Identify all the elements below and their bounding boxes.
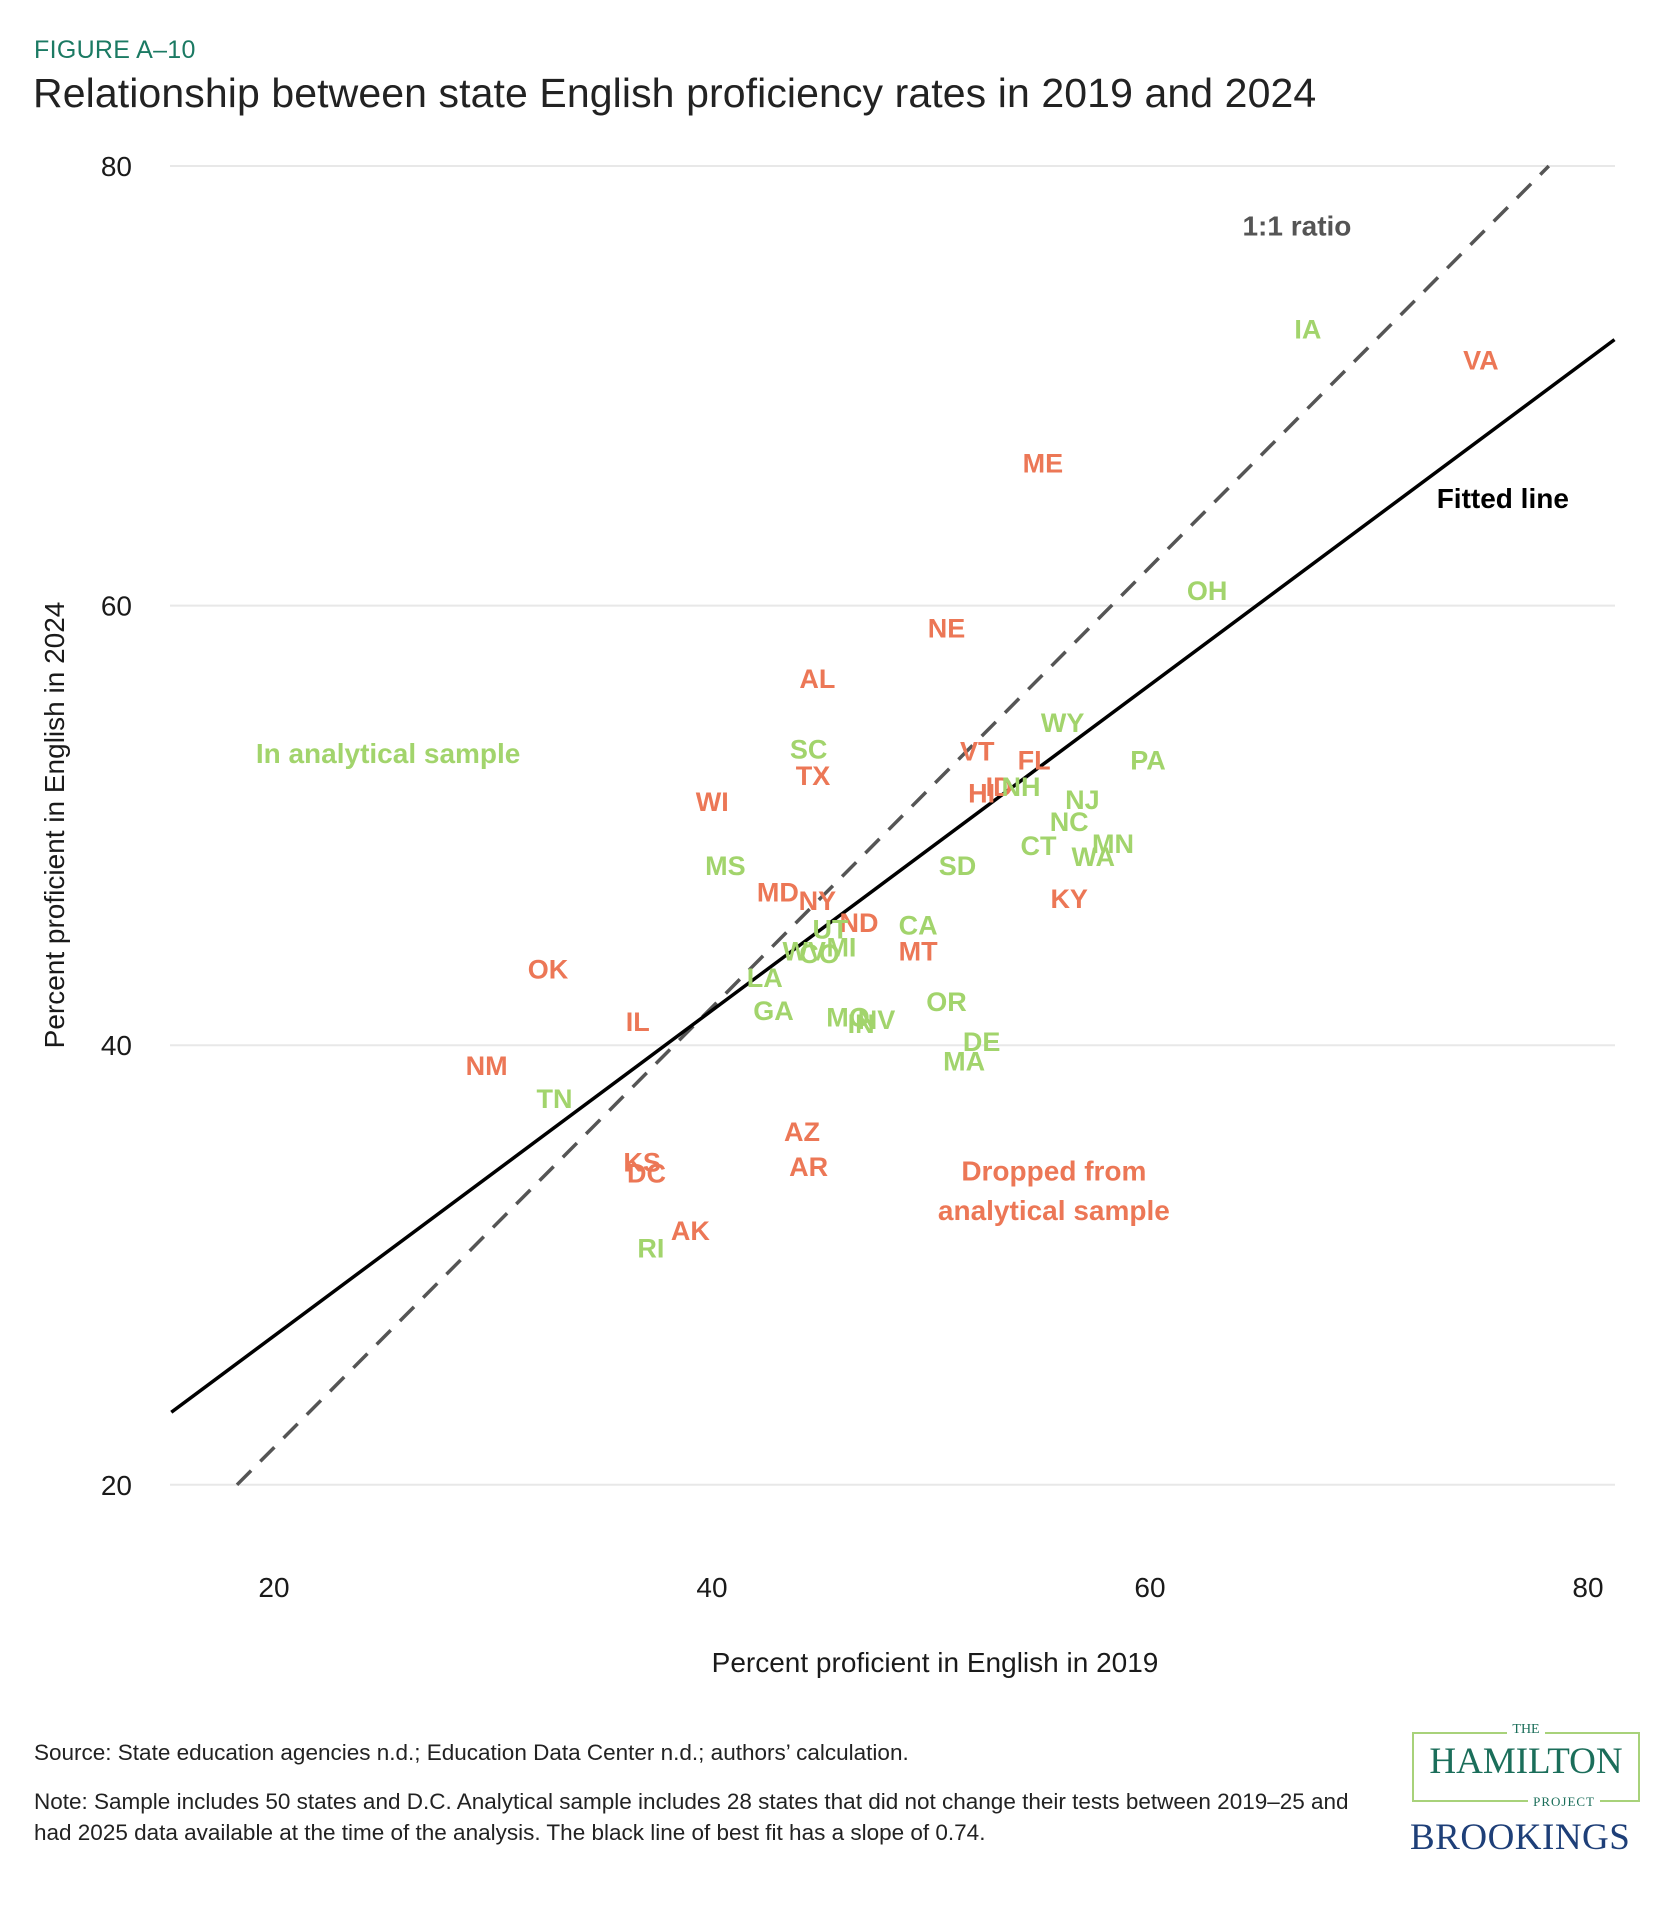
x-axis-ticks: 20 40 60 80: [258, 1572, 1603, 1603]
state-label-ks: KS: [623, 1148, 661, 1178]
annotation-fitted: Fitted line: [1437, 483, 1569, 514]
state-label-md: MD: [757, 877, 799, 907]
fitted-line: [170, 338, 1616, 1414]
y-tick-label: 40: [101, 1030, 132, 1061]
ratio-line: [235, 164, 1551, 1487]
state-label-de: DE: [963, 1027, 1001, 1057]
brookings-logo: BROOKINGS: [1410, 1817, 1631, 1858]
state-label-ny: NY: [799, 886, 837, 916]
state-label-ar: AR: [789, 1152, 828, 1182]
hamilton-project-logo: THE HAMILTON PROJECT: [1412, 1722, 1640, 1809]
state-label-az: AZ: [784, 1117, 820, 1147]
state-label-co: CO: [799, 939, 840, 969]
state-label-ky: KY: [1050, 884, 1088, 914]
state-label-la: LA: [747, 963, 783, 993]
state-label-ma: MA: [943, 1047, 985, 1077]
state-label-oh: OH: [1187, 576, 1228, 606]
state-label-tx: TX: [796, 761, 831, 791]
x-tick-label: 60: [1134, 1572, 1165, 1603]
annotation-ratio: 1:1 ratio: [1242, 210, 1351, 241]
state-label-nh: NH: [1002, 772, 1041, 802]
state-label-sd: SD: [939, 851, 977, 881]
state-label-wv: WV: [782, 937, 826, 967]
state-label-in: IN: [848, 1009, 875, 1039]
x-axis-title: Percent proficient in English in 2019: [712, 1647, 1159, 1678]
state-label-ok: OK: [528, 954, 569, 984]
state-label-or: OR: [926, 987, 967, 1017]
y-tick-label: 80: [101, 151, 132, 182]
reference-lines: [170, 164, 1616, 1487]
annotation-dropped: analytical sample: [938, 1195, 1170, 1226]
logo-hamilton: HAMILTON: [1429, 1741, 1623, 1782]
state-label-mo: MO: [826, 1003, 870, 1033]
state-label-va: VA: [1463, 345, 1499, 375]
state-label-pa: PA: [1130, 745, 1166, 775]
x-tick-label: 40: [696, 1572, 727, 1603]
state-label-ut: UT: [812, 915, 848, 945]
state-label-sc: SC: [790, 734, 828, 764]
state-label-nv: NV: [858, 1005, 896, 1035]
state-label-ne: NE: [928, 614, 966, 644]
source-note: Source: State education agencies n.d.; E…: [34, 1740, 909, 1765]
logo-the: THE: [1507, 1722, 1545, 1737]
state-label-dc: DC: [627, 1159, 666, 1189]
chart-title: Relationship between state English profi…: [33, 70, 1317, 116]
y-axis-title: Percent proficient in English in 2024: [39, 602, 70, 1049]
state-label-ct: CT: [1021, 831, 1057, 861]
state-label-wa: WA: [1072, 842, 1116, 872]
footnote: Note: Sample includes 50 states and D.C.…: [34, 1789, 1349, 1845]
y-tick-label: 60: [101, 591, 132, 622]
state-label-wi: WI: [696, 787, 729, 817]
state-label-id: ID: [986, 772, 1013, 802]
state-label-ri: RI: [637, 1233, 664, 1263]
state-label-nj: NJ: [1065, 785, 1100, 815]
state-label-ms: MS: [705, 851, 746, 881]
state-label-nd: ND: [839, 908, 878, 938]
annotation-dropped: Dropped from: [961, 1155, 1146, 1186]
state-label-ca: CA: [899, 910, 938, 940]
state-label-al: AL: [799, 664, 835, 694]
y-tick-label: 20: [101, 1470, 132, 1501]
state-label-il: IL: [626, 1007, 650, 1037]
state-label-wy: WY: [1041, 708, 1085, 738]
state-label-ia: IA: [1294, 315, 1321, 345]
logo-project: PROJECT: [1528, 1794, 1600, 1809]
state-label-mi: MI: [826, 932, 856, 962]
x-tick-label: 20: [258, 1572, 289, 1603]
state-label-me: ME: [1023, 449, 1064, 479]
state-label-ga: GA: [753, 996, 794, 1026]
y-axis-ticks: 20 40 60 80: [101, 151, 132, 1501]
state-label-mt: MT: [899, 937, 938, 967]
state-label-mn: MN: [1092, 829, 1134, 859]
state-label-hi: HI: [968, 778, 995, 808]
state-label-nc: NC: [1050, 807, 1089, 837]
x-tick-label: 80: [1572, 1572, 1603, 1603]
state-label-tn: TN: [537, 1084, 573, 1114]
annotation-in: In analytical sample: [256, 738, 521, 769]
annotations: 1:1 ratio Fitted line In analytical sample…: [256, 210, 1569, 1226]
state-label-ak: AK: [671, 1216, 710, 1246]
state-label-fl: FL: [1018, 745, 1051, 775]
state-label-vt: VT: [960, 737, 995, 767]
gridlines: [170, 165, 1615, 1486]
figure-label: FIGURE A–10: [34, 36, 196, 64]
state-label-nm: NM: [466, 1051, 508, 1081]
